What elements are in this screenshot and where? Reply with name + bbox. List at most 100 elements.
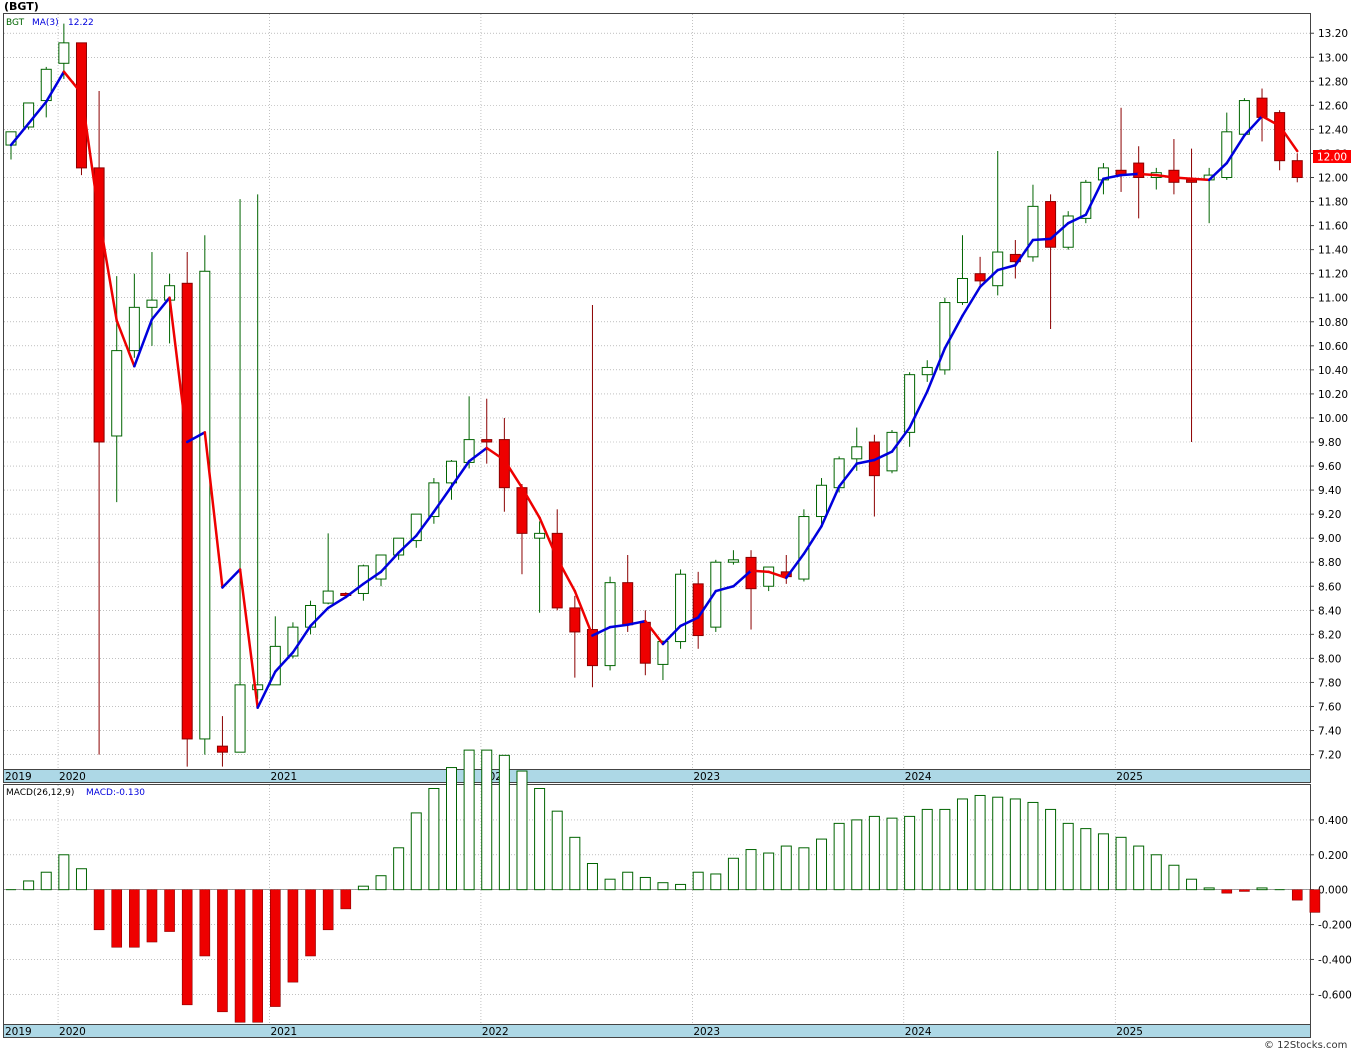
price-tick-label: 13.00	[1318, 52, 1348, 64]
macd-bar-positive	[868, 815, 880, 891]
price-tick-label: 10.40	[1318, 365, 1348, 377]
macd-bar-positive	[992, 796, 1004, 891]
year-label: 2024	[905, 771, 932, 783]
macd-bar-positive	[534, 787, 546, 891]
candle-down	[622, 582, 634, 626]
macd-bar-negative	[93, 889, 105, 931]
candle-down	[586, 629, 598, 667]
macd-bar-negative	[340, 889, 352, 910]
ma-segment	[855, 458, 876, 465]
price-tick-label: 10.00	[1318, 413, 1348, 425]
ma-segment	[1278, 124, 1299, 153]
macd-bar-positive	[58, 854, 70, 891]
moving-average-line	[9, 70, 1299, 709]
year-label: 2023	[693, 1026, 720, 1038]
macd-bar-negative	[129, 889, 140, 948]
macd-bar-positive	[657, 882, 669, 891]
ma-segment	[168, 296, 189, 444]
price-tick-label: 8.00	[1318, 653, 1341, 665]
macd-bar-positive	[886, 817, 898, 891]
ma-segment	[573, 589, 594, 637]
candle-down	[692, 583, 704, 637]
macd-bar-negative	[146, 889, 158, 943]
price-tick-label: 9.00	[1318, 533, 1341, 545]
price-tick-label: 11.60	[1318, 221, 1348, 233]
ma-segment	[1243, 114, 1264, 137]
macd-bar-positive	[1150, 854, 1162, 891]
macd-bar-negative	[252, 889, 263, 1023]
price-tick-label: 7.60	[1318, 701, 1341, 713]
candle-up	[816, 484, 828, 518]
price-tick-label: 12.40	[1318, 124, 1348, 136]
macd-bar-positive	[675, 883, 687, 891]
candle-up	[763, 566, 775, 587]
ma-segment	[485, 446, 506, 462]
macd-bar-positive	[692, 871, 704, 891]
macd-bar-negative	[111, 889, 123, 948]
candle-up	[357, 565, 369, 594]
macd-bar-positive	[1009, 798, 1021, 891]
macd-legend-label: MACD(26,12,9)	[6, 788, 74, 798]
macd-bar-positive	[1115, 836, 1127, 891]
macd-bar-positive	[40, 871, 52, 891]
candle-down	[1186, 179, 1198, 183]
year-label: 2020	[59, 1026, 86, 1038]
candle-up	[904, 374, 916, 433]
ma-segment	[1014, 238, 1035, 267]
candle-up	[252, 684, 264, 691]
macd-tick-label: 0.400	[1318, 815, 1348, 827]
year-label: 2023	[693, 771, 720, 783]
macd-bar-positive	[463, 749, 475, 891]
macd-bar-negative	[181, 889, 193, 1006]
ma-segment	[1172, 176, 1193, 180]
price-tick-label: 8.20	[1318, 629, 1341, 641]
ma-segment	[274, 651, 295, 673]
ma-segment	[978, 268, 999, 289]
ma-segment	[221, 568, 242, 589]
macd-bar-positive	[357, 885, 369, 891]
macd-x-axis-labels: 2019 2020 2021 2022 2023 2024 2025	[5, 1026, 1143, 1038]
candle-up	[58, 42, 70, 64]
ma-segment	[996, 264, 1017, 272]
macd-bar-positive	[516, 770, 528, 891]
year-label: 2025	[1116, 771, 1143, 783]
ma-segment	[379, 551, 400, 574]
candle-up	[146, 299, 158, 308]
macd-bar-positive	[745, 849, 757, 891]
ma-segment	[925, 346, 947, 393]
candle-up	[428, 482, 440, 518]
candle-up	[534, 532, 546, 539]
macd-bar-positive	[1168, 864, 1180, 891]
ma-segment	[344, 582, 365, 599]
macd-bar-positive	[763, 852, 775, 891]
price-x-axis-band	[3, 769, 1311, 783]
ma-segment	[291, 624, 312, 654]
ma-segment	[503, 458, 524, 489]
price-tick-label: 7.20	[1318, 750, 1341, 762]
macd-bar-positive	[1203, 887, 1215, 891]
ma-segment	[256, 670, 277, 709]
year-label: 2019	[5, 1026, 32, 1038]
candle-up	[234, 684, 246, 753]
macd-bar-positive	[816, 838, 828, 891]
macd-bar-positive	[798, 847, 810, 891]
macd-tick-label: 0.200	[1318, 850, 1348, 862]
ma-segment	[767, 570, 788, 580]
candle-up	[1080, 181, 1092, 219]
candle-down	[1291, 160, 1303, 179]
ma-segment	[133, 318, 154, 368]
last-price-tag-bg	[1313, 150, 1351, 163]
macd-bar-positive	[851, 819, 863, 891]
ma-segment	[1102, 173, 1123, 180]
candle-up	[956, 277, 968, 304]
macd-bar-positive	[498, 754, 510, 891]
ma-segment	[591, 625, 612, 637]
ma-segment	[555, 557, 577, 593]
macd-bar-negative	[164, 889, 175, 932]
macd-bar-positive	[1133, 845, 1145, 891]
candle-up	[604, 582, 616, 667]
candle-up	[1062, 215, 1074, 248]
ma-segment	[520, 486, 541, 519]
candle-up	[5, 131, 17, 146]
